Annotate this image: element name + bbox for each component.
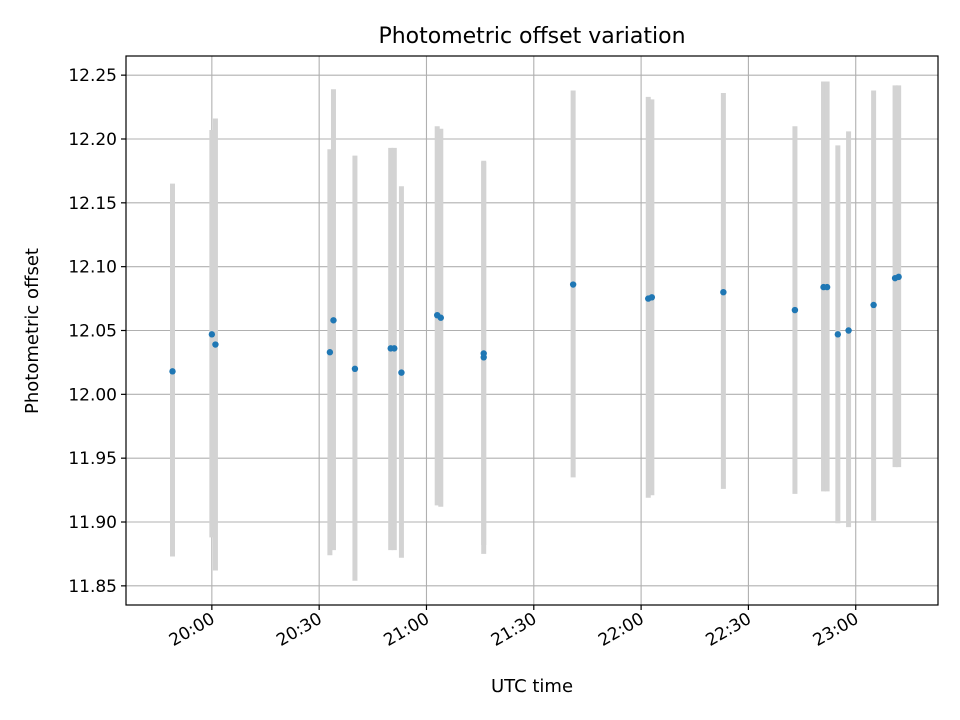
data-point xyxy=(480,350,487,357)
data-point xyxy=(391,345,398,352)
y-tick-label: 12.20 xyxy=(68,130,117,150)
data-point xyxy=(569,281,577,288)
data-point xyxy=(720,288,727,296)
y-tick-label: 12.05 xyxy=(68,322,117,342)
data-point xyxy=(212,341,219,348)
data-point xyxy=(437,314,444,321)
data-point xyxy=(648,294,656,301)
data-point xyxy=(823,283,831,291)
data-point xyxy=(398,369,405,376)
data-point xyxy=(791,306,799,314)
data-point xyxy=(834,331,842,338)
data-point xyxy=(895,273,902,281)
data-point xyxy=(870,301,877,309)
data-point xyxy=(845,327,852,334)
x-axis-label: UTC time xyxy=(491,676,573,697)
data-points xyxy=(169,273,902,376)
data-point xyxy=(351,365,359,373)
y-tick-label: 12.10 xyxy=(68,258,117,278)
y-tick-label: 11.95 xyxy=(68,449,117,469)
data-point xyxy=(326,349,334,356)
data-point xyxy=(208,331,216,338)
data-point xyxy=(169,368,176,375)
y-tick-label: 12.00 xyxy=(68,385,117,405)
y-tick-label: 12.25 xyxy=(68,66,117,86)
data-point xyxy=(330,317,337,324)
grid xyxy=(126,56,938,605)
y-tick-label: 11.90 xyxy=(68,513,117,533)
chart-title: Photometric offset variation xyxy=(378,24,685,49)
y-tick-label: 12.15 xyxy=(68,194,117,214)
y-tick-label: 11.85 xyxy=(68,577,117,597)
y-axis-label: Photometric offset xyxy=(22,248,43,414)
